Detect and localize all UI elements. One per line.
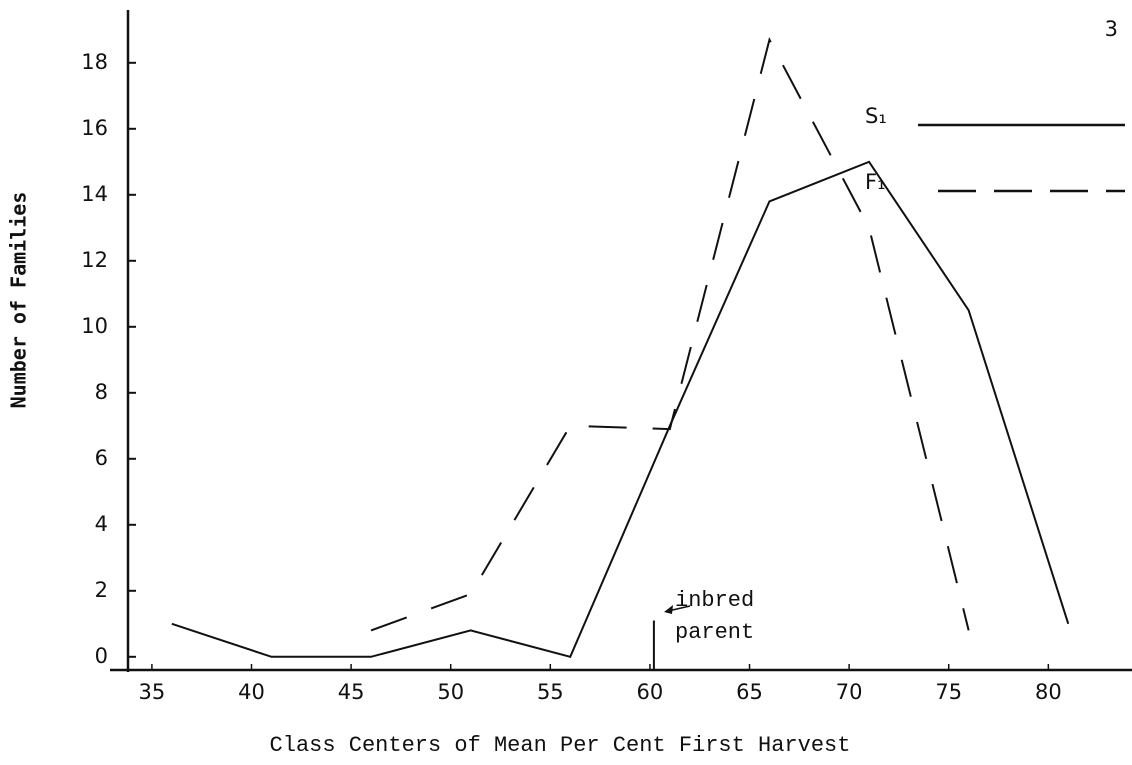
x-tick-label: 55 bbox=[537, 680, 564, 704]
y-tick-label: 18 bbox=[81, 50, 108, 74]
y-tick-label: 12 bbox=[81, 248, 108, 272]
y-axis-label: Number of Families bbox=[7, 192, 31, 409]
series-line bbox=[171, 160, 1070, 658]
y-tick-label: 6 bbox=[95, 446, 108, 470]
legend-label: F₁ bbox=[865, 170, 886, 194]
y-tick-label: 8 bbox=[95, 380, 108, 404]
y-tick-label: 2 bbox=[95, 578, 108, 602]
y-tick-label: 14 bbox=[81, 182, 108, 206]
x-tick-label: 65 bbox=[736, 680, 763, 704]
annotation-text: inbred bbox=[675, 588, 754, 613]
arrow-head bbox=[664, 605, 673, 614]
x-tick-label: 50 bbox=[437, 680, 464, 704]
x-tick-label: 40 bbox=[238, 680, 265, 704]
x-tick-label: 80 bbox=[1035, 680, 1062, 704]
series-line bbox=[370, 36, 970, 632]
y-tick-label: 16 bbox=[81, 116, 108, 140]
y-tick-label: 10 bbox=[81, 314, 108, 338]
annotation-text: parent bbox=[675, 620, 754, 645]
legend-label: S₁ bbox=[865, 104, 887, 128]
x-tick-label: 45 bbox=[338, 680, 365, 704]
y-tick-label: 0 bbox=[95, 644, 108, 668]
x-tick-label: 75 bbox=[935, 680, 962, 704]
x-axis-label: Class Centers of Mean Per Cent First Har… bbox=[270, 733, 851, 758]
page-number: 3 bbox=[1105, 17, 1118, 41]
y-tick-label: 4 bbox=[95, 512, 108, 536]
x-tick-label: 70 bbox=[836, 680, 863, 704]
x-tick-label: 35 bbox=[139, 680, 166, 704]
x-tick-label: 60 bbox=[637, 680, 664, 704]
